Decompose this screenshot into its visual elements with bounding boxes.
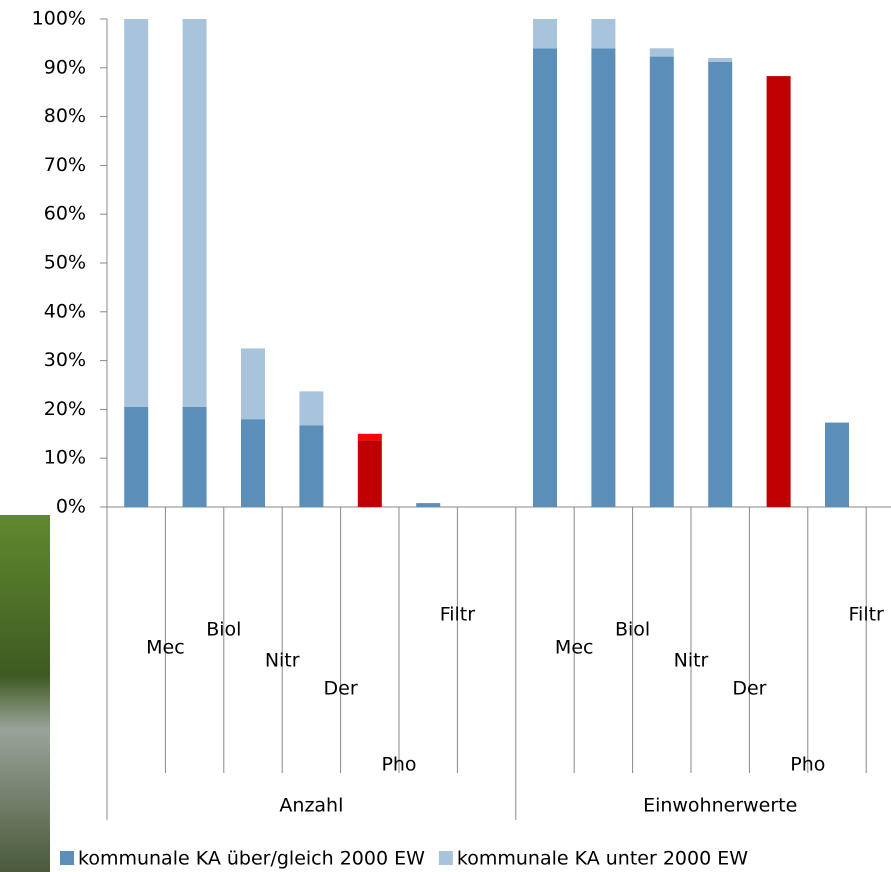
- bar-segment: [183, 407, 207, 507]
- x-tick-label: Filtr: [440, 604, 476, 626]
- y-tick-label: 20%: [44, 398, 86, 420]
- bar-segment: [124, 407, 148, 507]
- x-tick-label: Mec: [555, 637, 594, 659]
- bar-segment: [299, 426, 323, 507]
- x-tick-label: Der: [732, 678, 766, 700]
- legend-swatch: [439, 851, 453, 865]
- y-tick-label: 90%: [44, 56, 86, 78]
- legend-swatch: [60, 851, 74, 865]
- bar-segment: [533, 19, 557, 48]
- chart: 0% 10% 20% 30% 40% 50% 60% 70% 80% 90% 100% Anzahl E…: [0, 0, 891, 872]
- y-tick-label: 30%: [44, 349, 86, 371]
- bar-segment: [650, 57, 674, 507]
- bar-segment: [241, 348, 265, 419]
- x-tick-label: Biol: [615, 619, 650, 641]
- x-tick-label: Pho: [790, 754, 825, 776]
- bar-segment: [416, 503, 440, 507]
- x-tick-label: Biol: [206, 619, 241, 641]
- bar-segment: [591, 19, 615, 48]
- bar-segment: [650, 48, 674, 56]
- y-tick-label: 50%: [44, 252, 86, 274]
- bar-segment: [241, 419, 265, 507]
- bar-segment: [358, 434, 382, 440]
- bar-segment: [825, 423, 849, 507]
- y-tick-label: 100%: [32, 8, 86, 30]
- x-tick-label: Nitr: [674, 650, 709, 672]
- page: 0% 10% 20% 30% 40% 50% 60% 70% 80% 90% 100% Anzahl E…: [0, 0, 891, 872]
- bar-segment: [124, 19, 148, 407]
- bar-segment: [533, 48, 557, 507]
- group-label: Einwohnerwerte: [643, 795, 797, 817]
- y-tick-label: 70%: [44, 154, 86, 176]
- background-photo: [0, 515, 50, 872]
- y-tick-label: 80%: [44, 105, 86, 127]
- bar-segment: [358, 440, 382, 507]
- y-tick-label: 10%: [44, 447, 86, 469]
- x-tick-label: Der: [324, 678, 358, 700]
- bar-segment: [708, 58, 732, 62]
- group-label: Anzahl: [279, 795, 343, 817]
- x-tick-label: Mec: [146, 637, 185, 659]
- legend-label: kommunale KA über/gleich 2000 EW: [78, 848, 425, 870]
- bar-segment: [183, 19, 207, 407]
- bar-segment: [299, 391, 323, 425]
- x-tick-label: Nitr: [265, 650, 300, 672]
- bar-segment: [708, 62, 732, 507]
- bar-segment: [767, 76, 791, 507]
- y-tick-label: 60%: [44, 203, 86, 225]
- x-tick-label: Filtr: [849, 604, 885, 626]
- y-tick-label: 40%: [44, 300, 86, 322]
- y-tick-label: 0%: [56, 496, 86, 518]
- bar-segment: [591, 48, 615, 507]
- x-tick-label: Pho: [381, 754, 416, 776]
- legend-label: kommunale KA unter 2000 EW: [457, 848, 748, 870]
